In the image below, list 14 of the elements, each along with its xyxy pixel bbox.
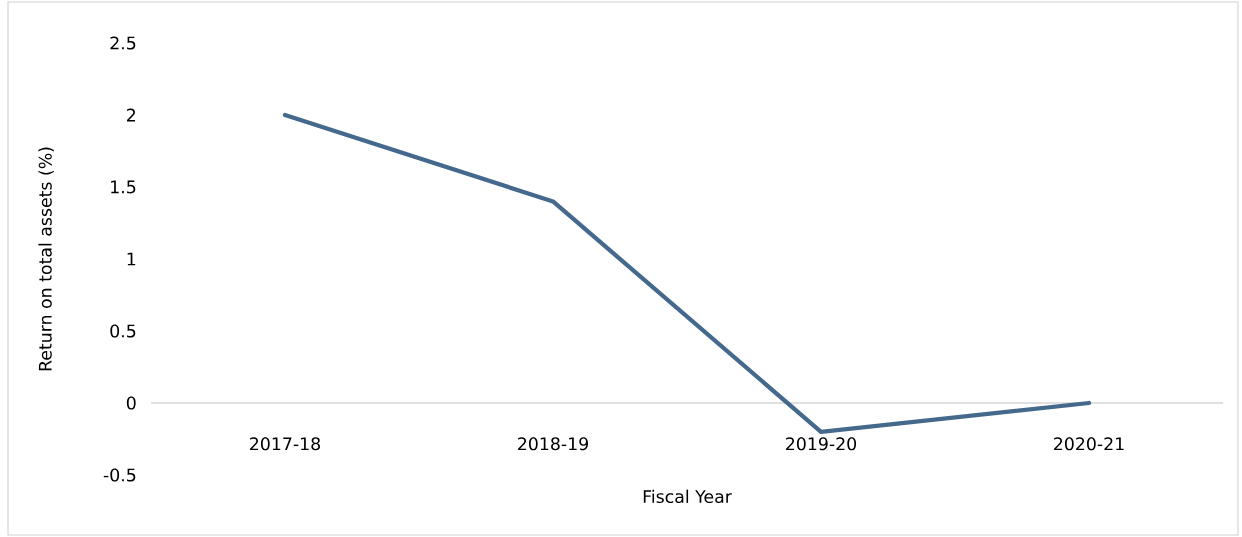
y-axis-title: Return on total assets (%) <box>38 147 54 371</box>
x-tick-label: 2017-18 <box>250 437 321 451</box>
x-axis-title: Fiscal Year <box>643 489 732 504</box>
line-series <box>282 112 1092 434</box>
y-tick-label: 0 <box>126 396 136 410</box>
x-tick-label: 2020-21 <box>1054 437 1124 451</box>
x-tick-label: 2019-20 <box>786 437 857 451</box>
x-tick-label: 2018-19 <box>518 437 588 451</box>
y-tick-label: 2 <box>127 108 136 122</box>
y-tick-label: 2.5 <box>110 36 136 50</box>
y-tick-label: 1.5 <box>111 180 136 194</box>
y-tick-label: -0.5 <box>103 468 136 482</box>
y-tick-label: 0.5 <box>110 324 136 338</box>
y-tick-label: 1 <box>127 252 136 266</box>
